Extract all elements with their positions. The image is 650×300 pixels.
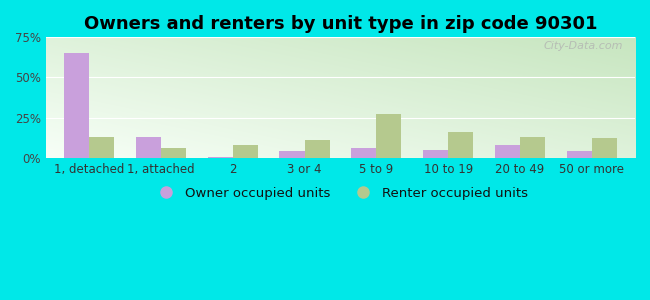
- Bar: [89, 137, 114, 158]
- Bar: [376, 114, 402, 158]
- Legend: Owner occupied units, Renter occupied units: Owner occupied units, Renter occupied un…: [148, 182, 533, 205]
- Bar: [520, 137, 545, 158]
- Bar: [423, 150, 448, 158]
- Bar: [280, 151, 304, 158]
- Bar: [161, 148, 186, 158]
- Bar: [136, 137, 161, 158]
- Bar: [567, 151, 592, 158]
- Title: Owners and renters by unit type in zip code 90301: Owners and renters by unit type in zip c…: [84, 15, 597, 33]
- Bar: [233, 145, 258, 158]
- Text: City-Data.com: City-Data.com: [543, 41, 623, 51]
- Bar: [495, 145, 520, 158]
- Bar: [351, 148, 376, 158]
- Bar: [64, 53, 89, 158]
- Bar: [207, 157, 233, 158]
- Bar: [304, 140, 330, 158]
- Bar: [448, 132, 473, 158]
- Bar: [592, 138, 617, 158]
